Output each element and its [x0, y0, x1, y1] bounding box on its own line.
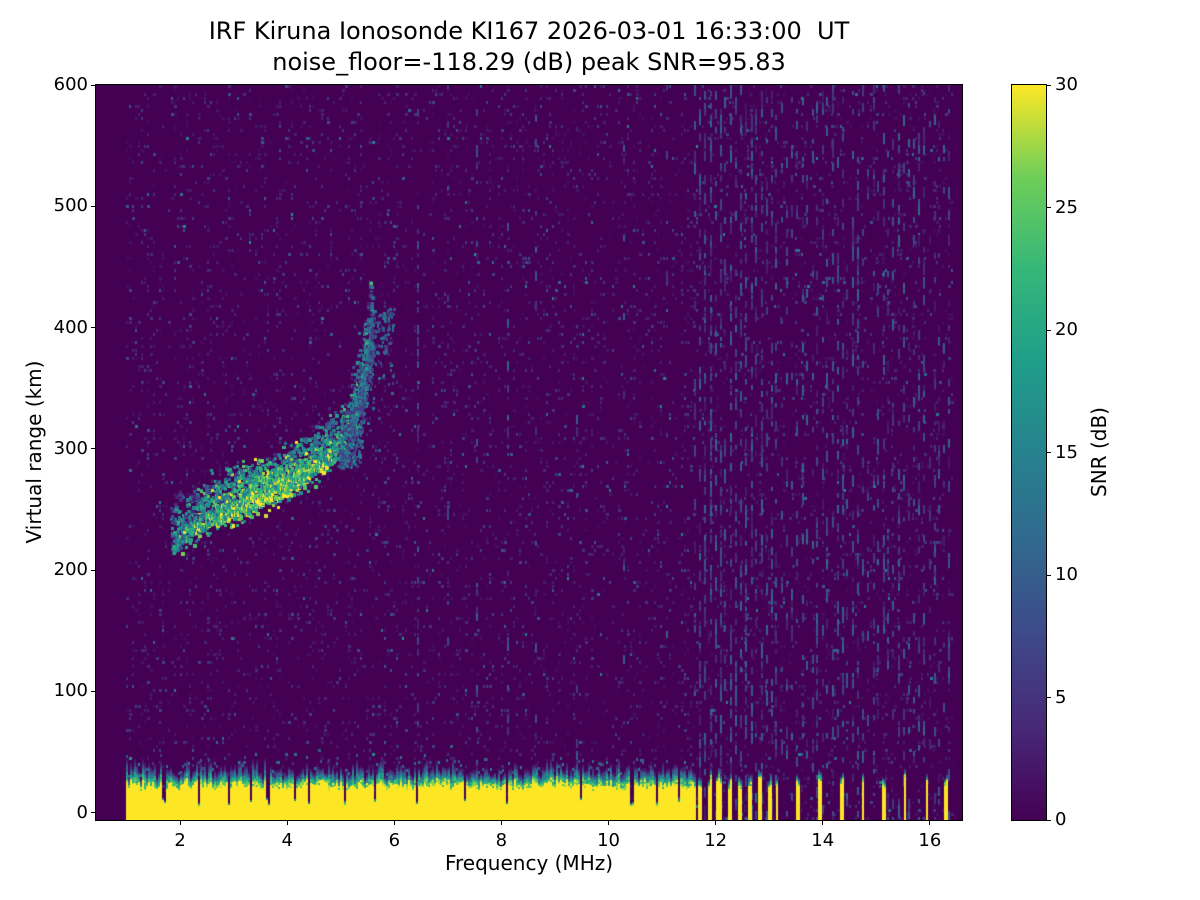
x-tick-mark [608, 820, 610, 825]
colorbar-tick-mark [1046, 207, 1051, 208]
ionogram-heatmap [96, 85, 962, 820]
colorbar-tick-label: 25 [1055, 196, 1078, 218]
y-tick-mark [91, 84, 96, 86]
colorbar-tick-mark [1046, 452, 1051, 453]
x-tick-mark [286, 820, 288, 825]
plot-area [95, 84, 963, 821]
y-tick-mark [91, 448, 96, 450]
x-tick-mark [393, 820, 395, 825]
colorbar-tick-mark [1046, 819, 1051, 821]
x-tick-label: 14 [811, 830, 835, 851]
y-tick-label: 400 [53, 316, 88, 338]
x-tick-mark [929, 820, 931, 825]
x-tick-label: 2 [174, 830, 186, 851]
x-tick-label: 16 [918, 830, 942, 851]
y-tick-mark [91, 327, 96, 329]
x-tick-label: 10 [597, 830, 620, 851]
y-tick-label: 300 [53, 437, 88, 459]
colorbar [1011, 84, 1047, 821]
colorbar-tick-label: 30 [1055, 74, 1078, 95]
colorbar-tick-mark [1046, 84, 1051, 86]
x-tick-mark [715, 820, 717, 825]
y-tick-mark [91, 569, 96, 571]
x-tick-mark [500, 820, 502, 825]
x-axis-label: Frequency (MHz) [444, 851, 614, 875]
colorbar-tick-label: 20 [1055, 319, 1078, 340]
colorbar-tick-mark [1046, 697, 1051, 698]
x-tick-label: 4 [281, 830, 293, 851]
chart-title: IRF Kiruna Ionosonde KI167 2026-03-01 16… [208, 17, 850, 45]
y-tick-label: 600 [53, 74, 88, 95]
colorbar-tick-mark [1046, 329, 1051, 331]
y-tick-label: 500 [53, 195, 88, 217]
y-tick-mark [91, 205, 96, 207]
y-tick-mark [91, 690, 96, 692]
x-tick-mark [822, 820, 824, 825]
colorbar-tick-label: 15 [1055, 441, 1078, 463]
colorbar-tick-label: 0 [1055, 809, 1067, 830]
x-tick-mark [179, 820, 181, 825]
colorbar-tick-label: 5 [1055, 686, 1067, 708]
y-tick-mark [91, 812, 96, 814]
y-tick-label: 200 [53, 559, 88, 581]
y-tick-label: 100 [53, 680, 88, 702]
x-tick-label: 12 [704, 830, 728, 851]
title-block: IRF Kiruna Ionosonde KI167 2026-03-01 16… [96, 16, 962, 78]
chart-subtitle: noise_floor=-118.29 (dB) peak SNR=95.83 [272, 48, 786, 76]
colorbar-tick-mark [1046, 574, 1051, 576]
colorbar-tick-label: 10 [1055, 564, 1078, 585]
x-tick-label: 8 [495, 830, 508, 851]
y-tick-label: 0 [76, 801, 88, 823]
x-tick-label: 6 [388, 830, 401, 851]
